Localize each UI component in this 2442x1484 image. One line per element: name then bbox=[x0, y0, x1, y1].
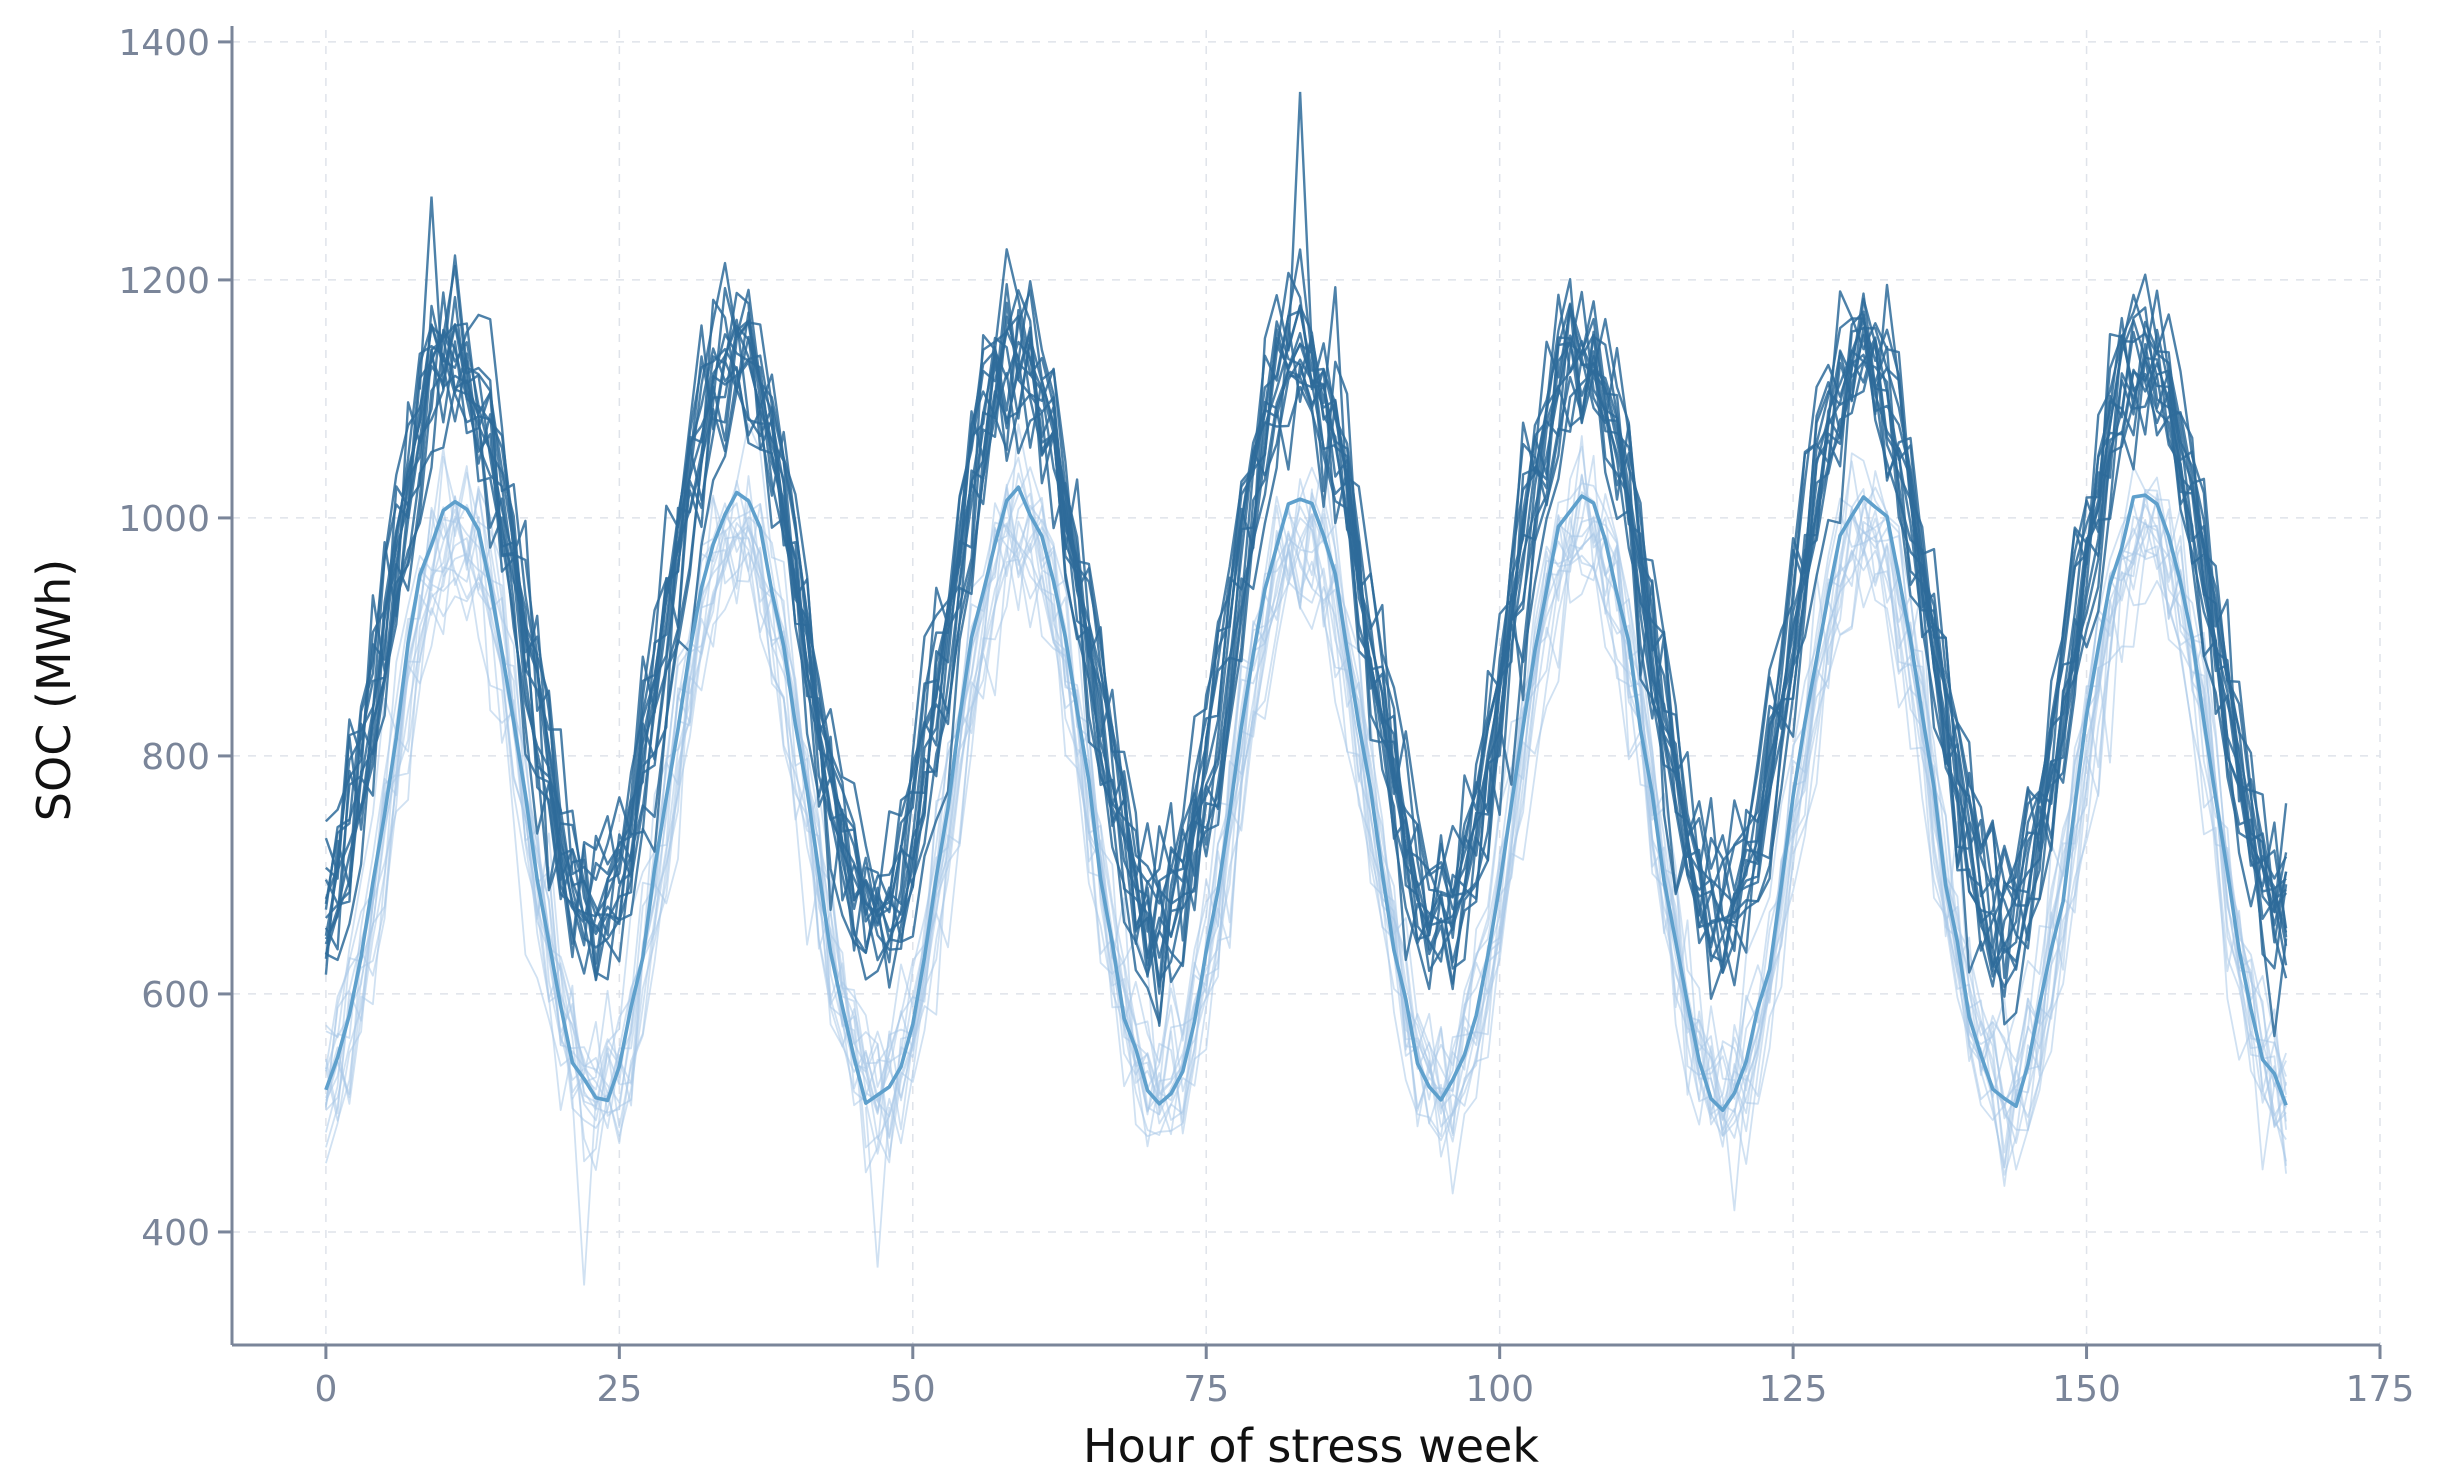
x-tick-label: 100 bbox=[1465, 1369, 1534, 1410]
x-axis-title: Hour of stress week bbox=[1083, 1419, 1539, 1473]
y-tick-label: 1000 bbox=[118, 499, 210, 540]
y-tick-label: 800 bbox=[141, 737, 210, 778]
series-line bbox=[324, 248, 2288, 980]
series-line bbox=[325, 485, 2287, 1165]
series-spike bbox=[1287, 91, 1314, 352]
series-line bbox=[325, 423, 2287, 1171]
y-axis-title: SOC (MWh) bbox=[27, 559, 81, 821]
x-tick-label: 25 bbox=[596, 1369, 642, 1410]
x-tick-label: 175 bbox=[2346, 1369, 2415, 1410]
series-spike bbox=[418, 196, 445, 390]
mean-series-group bbox=[324, 485, 2288, 1112]
series-spike bbox=[571, 1097, 597, 1286]
x-axis-ticks: 0 25 50 75 100 125 150 175 bbox=[314, 1345, 2414, 1410]
series-line bbox=[324, 298, 2288, 1038]
x-tick-label: 125 bbox=[1759, 1369, 1828, 1410]
x-tick-label: 75 bbox=[1183, 1369, 1229, 1410]
y-tick-label: 400 bbox=[141, 1213, 210, 1254]
y-tick-label: 1200 bbox=[118, 261, 210, 302]
y-tick-label: 1400 bbox=[118, 23, 210, 64]
series-line bbox=[324, 485, 2288, 1112]
series-line bbox=[324, 291, 2288, 1000]
axes bbox=[230, 26, 2380, 1347]
dark-ensemble-series-group bbox=[324, 91, 2288, 1286]
series-line bbox=[324, 283, 2288, 959]
x-tick-label: 50 bbox=[890, 1369, 936, 1410]
x-tick-label: 150 bbox=[2052, 1369, 2121, 1410]
series-line bbox=[325, 493, 2287, 1100]
series-line bbox=[324, 301, 2288, 949]
y-axis-ticks: 400 600 800 1000 1200 1400 bbox=[118, 23, 232, 1254]
series-line bbox=[325, 308, 2287, 991]
y-tick-label: 600 bbox=[141, 975, 210, 1016]
x-tick-label: 0 bbox=[314, 1369, 337, 1410]
series-spike bbox=[864, 1106, 891, 1268]
